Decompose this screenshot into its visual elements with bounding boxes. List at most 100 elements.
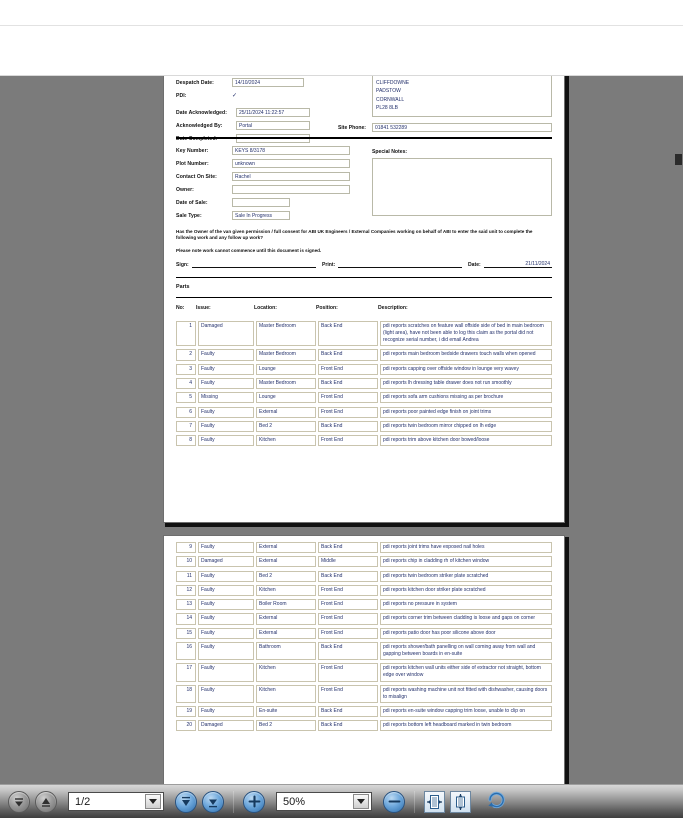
table-cell-desc: pdi reports corner trim between cladding…: [380, 613, 552, 625]
table-cell-desc: pdi reports sofa arm cushions missing as…: [380, 392, 552, 404]
fit-page-button[interactable]: [450, 790, 471, 813]
table-cell-desc: pdi reports chip in cladding rh of kitch…: [380, 556, 552, 568]
table-cell-loc: Bathroom: [256, 641, 316, 661]
parts-table-body-page1: 1 Damaged Master Bedroom Back End pdi report…: [176, 321, 552, 449]
zoom-in-button[interactable]: [243, 790, 265, 813]
field-value-box[interactable]: Rachel: [232, 172, 350, 181]
table-cell-pos: Back End: [318, 420, 378, 432]
chrome-divider-lower: [0, 75, 683, 76]
table-cell-loc: Lounge: [256, 363, 316, 375]
table-cell-pos: Front End: [318, 613, 378, 625]
page-number-combo[interactable]: 1/2: [68, 792, 164, 811]
field-value-box[interactable]: [232, 185, 350, 194]
chevron-down-icon[interactable]: [353, 794, 369, 809]
table-row: 11 Faulty Bed 2 Back End pdi reports twin be…: [176, 570, 552, 582]
field-value-box[interactable]: [232, 198, 290, 207]
field-label: Date of Sale:: [176, 199, 208, 206]
table-cell-issue: Damaged: [198, 556, 254, 568]
toolbar-separator: [414, 790, 415, 813]
zoom-group: 50%: [243, 790, 405, 813]
table-cell-issue: Faulty: [198, 684, 254, 703]
table-cell-desc: pdi reports en-suite window capping trim…: [380, 706, 552, 718]
last-page-button[interactable]: [202, 790, 224, 813]
table-cell-pos: Back End: [318, 641, 378, 661]
field-value-box[interactable]: 25/11/2024 11:22:57: [236, 108, 310, 117]
table-cell-issue: Faulty: [198, 406, 254, 418]
rotate-button[interactable]: [486, 789, 507, 815]
table-cell-loc: External: [256, 542, 316, 554]
chevron-down-icon[interactable]: [145, 794, 161, 809]
field-plot-number: Plot Number: unknown: [176, 158, 376, 169]
field-value-box[interactable]: unknown: [232, 159, 350, 168]
field-label: Contact On Site:: [176, 173, 217, 180]
scrollbar-thumb[interactable]: [675, 154, 682, 165]
field-value-box[interactable]: KEYS 8/3178: [232, 146, 350, 155]
table-cell-no: 18: [176, 684, 196, 703]
print-line[interactable]: [338, 261, 462, 268]
table-cell-issue: Faulty: [198, 570, 254, 582]
field-sale-type: Sale Type: Sale In Progress: [176, 210, 376, 221]
field-date-of-sale: Date of Sale:: [176, 197, 376, 208]
table-row: 13 Faulty Boiler Room Front End pdi reports …: [176, 599, 552, 611]
field-acknowledged-by: Acknowledged By: Portal: [176, 120, 376, 131]
table-cell-issue: Faulty: [198, 641, 254, 661]
table-cell-pos: Back End: [318, 321, 378, 347]
table-cell-desc: pdi reports kitchen door striker plate s…: [380, 584, 552, 596]
table-cell-issue: Faulty: [198, 435, 254, 447]
sign-field[interactable]: Sign:: [176, 261, 316, 268]
table-cell-issue: Faulty: [198, 363, 254, 375]
field-value-box[interactable]: Portal: [236, 121, 310, 130]
table-row: 12 Faulty Kitchen Front End pdi reports kitc…: [176, 584, 552, 596]
zoom-level-combo[interactable]: 50%: [276, 792, 372, 811]
field-value: unknown: [235, 160, 256, 167]
table-cell-issue: Faulty: [198, 542, 254, 554]
zoom-out-button[interactable]: [383, 790, 405, 813]
address-line: PADSTOW: [376, 88, 401, 95]
table-cell-no: 6: [176, 406, 196, 418]
special-notes-box[interactable]: [372, 158, 552, 216]
table-cell-no: 2: [176, 349, 196, 361]
first-page-button[interactable]: [8, 790, 30, 813]
pdi-checkmark-icon[interactable]: ✓: [232, 92, 238, 99]
field-value-box[interactable]: Sale In Progress: [232, 211, 290, 220]
top-fields-group: Despatch Date: 14/10/2024 PDI: ✓ Date Ac…: [176, 77, 376, 146]
date-field[interactable]: Date: 21/11/2024: [468, 261, 552, 268]
sign-line[interactable]: [191, 261, 316, 268]
table-row: 5 Missing Lounge Front End pdi reports sofa …: [176, 392, 552, 404]
table-row: 15 Faulty External Front End pdi reports pat…: [176, 627, 552, 639]
page-number-value: 1/2: [75, 795, 91, 808]
field-value: Sale In Progress: [235, 212, 272, 219]
field-value: 25/11/2024 11:22:57: [239, 109, 285, 116]
field-label: Owner:: [176, 186, 194, 193]
document-viewport[interactable]: Despatch Date: 14/10/2024 PDI: ✓ Date Ac…: [0, 76, 683, 784]
field-value-box[interactable]: 01841 532289: [372, 123, 552, 132]
page-nav-group: 1/2: [8, 790, 224, 813]
table-cell-desc: pdi reports twin bedroom striker plate s…: [380, 570, 552, 582]
table-cell-pos: Back End: [318, 378, 378, 390]
previous-page-button[interactable]: [35, 790, 57, 813]
toolbar-separator: [233, 790, 234, 813]
field-label: Plot Number:: [176, 160, 209, 167]
table-cell-loc: Kitchen: [256, 435, 316, 447]
view-mode-group: [424, 789, 507, 815]
table-cell-issue: Faulty: [198, 378, 254, 390]
next-page-button[interactable]: [175, 790, 197, 813]
field-value-box[interactable]: 14/10/2024: [232, 78, 304, 87]
table-cell-desc: pdi reports patio door has poor silicone…: [380, 627, 552, 639]
field-pdi: PDI: ✓: [176, 90, 376, 101]
table-cell-issue: Faulty: [198, 663, 254, 682]
consent-note: Please note work cannot commence until t…: [176, 247, 322, 253]
table-cell-no: 12: [176, 584, 196, 596]
table-cell-no: 13: [176, 599, 196, 611]
field-key-number: Key Number: KEYS 8/3178: [176, 145, 376, 156]
print-label: Print:: [322, 262, 336, 268]
table-row: 8 Faulty Kitchen Front End pdi reports trim …: [176, 435, 552, 447]
field-label: Sale Type:: [176, 212, 202, 219]
section-divider: [176, 137, 552, 139]
detail-fields-group: Key Number: KEYS 8/3178 Plot Number: unk…: [176, 145, 376, 223]
fit-width-button[interactable]: [424, 790, 445, 813]
table-cell-no: 5: [176, 392, 196, 404]
print-field[interactable]: Print:: [322, 261, 462, 268]
table-cell-loc: Kitchen: [256, 684, 316, 703]
